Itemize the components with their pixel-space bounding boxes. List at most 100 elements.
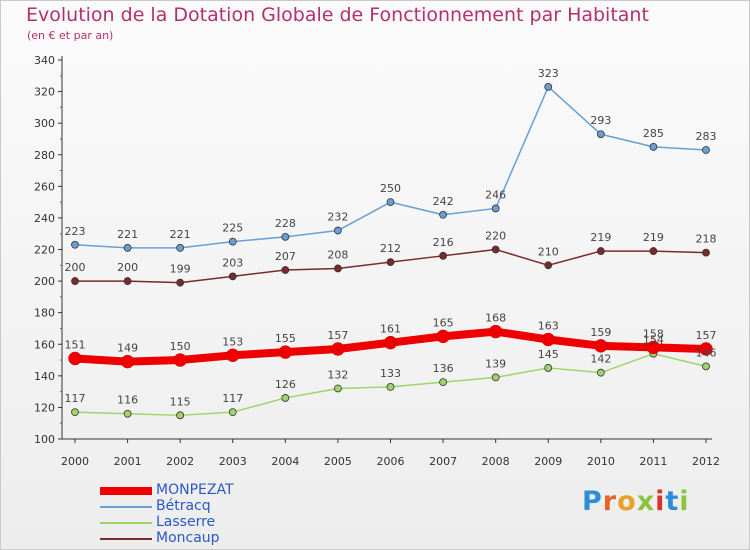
- data-point: [491, 245, 500, 254]
- data-label: 228: [275, 217, 296, 230]
- data-label: 161: [380, 323, 401, 336]
- data-label: 150: [170, 340, 191, 353]
- data-label: 136: [433, 362, 454, 375]
- y-tick-label: 340: [34, 54, 55, 67]
- logo-letter: P: [582, 486, 603, 517]
- data-label: 133: [380, 367, 401, 380]
- data-point: [120, 354, 135, 369]
- y-tick-label: 220: [34, 244, 55, 257]
- data-label: 221: [170, 228, 191, 241]
- data-label: 139: [485, 357, 506, 370]
- data-point: [281, 232, 290, 241]
- data-label: 117: [65, 392, 86, 405]
- data-point: [176, 244, 185, 252]
- data-label: 132: [327, 368, 348, 381]
- y-tick-label: 100: [34, 433, 55, 446]
- y-tick-label: 160: [34, 338, 55, 351]
- data-point: [596, 368, 605, 377]
- data-label: 250: [380, 182, 401, 195]
- data-point: [386, 382, 395, 391]
- x-tick-label: 2012: [692, 455, 720, 468]
- data-point: [334, 264, 342, 273]
- data-label: 208: [327, 248, 348, 261]
- data-point: [436, 329, 450, 344]
- logo-letter: o: [617, 486, 637, 517]
- data-point: [702, 248, 710, 257]
- data-point: [71, 408, 79, 417]
- legend-label: Moncaup: [156, 530, 220, 546]
- data-point: [281, 394, 290, 402]
- data-label: 158: [643, 327, 664, 340]
- logo-letter: r: [602, 486, 618, 517]
- data-label: 242: [433, 195, 454, 208]
- data-point: [226, 348, 240, 363]
- data-point: [439, 251, 447, 260]
- data-label: 285: [643, 127, 664, 140]
- data-label: 163: [538, 320, 559, 333]
- data-point: [71, 277, 79, 285]
- data-label: 220: [485, 230, 506, 243]
- legend-swatch: [100, 487, 152, 495]
- data-point: [488, 324, 503, 339]
- data-point: [383, 335, 398, 350]
- data-label: 200: [117, 261, 138, 274]
- data-point: [176, 278, 185, 287]
- x-tick-label: 2003: [219, 455, 247, 468]
- data-point: [594, 339, 608, 353]
- logo-letter: t: [665, 486, 680, 517]
- data-label: 212: [380, 242, 401, 255]
- data-point: [68, 351, 82, 366]
- data-point: [334, 226, 342, 235]
- data-label: 207: [275, 250, 296, 263]
- data-label: 323: [538, 67, 559, 80]
- logo-letter: i: [655, 486, 666, 517]
- data-label: 223: [65, 225, 86, 238]
- data-point: [228, 237, 237, 246]
- series-line-1: [74, 86, 707, 249]
- data-point: [544, 261, 553, 270]
- legend-swatch: [100, 538, 152, 540]
- data-label: 293: [590, 114, 611, 127]
- data-point: [702, 362, 710, 371]
- data-label: 203: [222, 256, 243, 269]
- y-tick-label: 180: [34, 307, 55, 320]
- data-point: [123, 244, 132, 252]
- x-tick-label: 2006: [377, 455, 405, 468]
- proxiti-logo: Proxiti: [582, 486, 690, 517]
- legend-label: Lasserre: [156, 514, 216, 530]
- y-tick-label: 300: [34, 117, 55, 130]
- data-label: 115: [170, 395, 191, 408]
- data-point: [646, 340, 661, 355]
- x-tick-label: 2004: [271, 455, 299, 468]
- y-tick-label: 140: [34, 370, 55, 383]
- data-point: [544, 364, 553, 372]
- data-point: [596, 247, 605, 255]
- data-point: [278, 345, 293, 359]
- x-tick-label: 2008: [482, 455, 510, 468]
- legend-swatch: [100, 506, 152, 508]
- data-label: 216: [433, 236, 454, 249]
- data-point: [334, 384, 342, 393]
- x-tick-label: 2001: [114, 455, 142, 468]
- chart-title: Evolution de la Dotation Globale de Fonc…: [26, 4, 649, 26]
- data-label: 155: [275, 332, 296, 345]
- data-label: 145: [538, 348, 559, 361]
- data-label: 151: [65, 338, 86, 351]
- y-tick-label: 200: [34, 275, 55, 288]
- data-label: 200: [65, 261, 86, 274]
- data-label: 168: [485, 312, 506, 325]
- y-tick-label: 280: [34, 149, 55, 162]
- data-label: 219: [590, 231, 611, 244]
- data-label: 126: [275, 378, 296, 391]
- data-label: 225: [222, 222, 243, 235]
- data-point: [123, 409, 132, 418]
- data-label: 246: [485, 188, 506, 201]
- data-label: 146: [696, 346, 717, 359]
- logo-letter: x: [636, 486, 656, 517]
- legend-swatch: [100, 522, 152, 524]
- data-point: [649, 142, 658, 151]
- data-label: 116: [117, 394, 138, 407]
- data-point: [123, 277, 132, 285]
